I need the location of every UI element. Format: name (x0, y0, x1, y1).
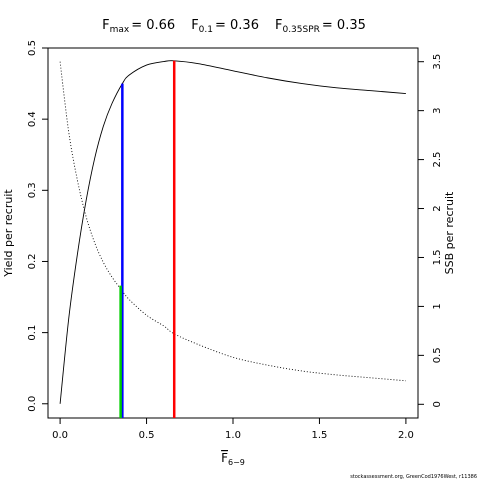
plot-frame (47, 47, 419, 419)
x-tick-label: 1.0 (225, 430, 241, 441)
y-tick-label-right: 3 (432, 107, 443, 113)
x-axis-label: F6−9 (221, 451, 245, 467)
chart-title: Fmax = 0.66 F0.1 = 0.36 F0.35SPR = 0.35 (102, 18, 366, 35)
title-f01-base: F (191, 18, 198, 33)
y-tick-label-right: 1.5 (432, 250, 443, 266)
y-tick-label-left: 0.3 (27, 182, 38, 198)
title-f01-sub: 0.1 (199, 25, 213, 35)
y-tick-label-left: 0.2 (27, 254, 38, 270)
title-fspr-value: = 0.35 (322, 18, 366, 33)
x-tick-label: 1.5 (311, 430, 327, 441)
title-fspr-base: F (275, 18, 282, 33)
footnote: stockassessment.org, GreenCod1976West, r… (350, 474, 477, 480)
title-fmax-sub: max (110, 25, 130, 35)
y-tick-label-left: 0.4 (27, 111, 38, 127)
series-layer (59, 60, 406, 404)
title-fmax-value: = 0.66 (131, 18, 175, 33)
title-fmax-base: F (102, 18, 109, 33)
y-axis-right: 0 0.5 1 1.5 2 2.5 3 3.5 (417, 54, 443, 407)
x-axis-label-base: F (221, 451, 228, 465)
y-axis-left: 0.0 0.1 0.2 0.3 0.4 0.5 (27, 40, 49, 412)
y-tick-label-right: 3.5 (432, 54, 443, 70)
y-tick-label-right: 1 (432, 303, 443, 309)
y-tick-label-left: 0.1 (27, 325, 38, 341)
yield-per-recruit-line (59, 60, 406, 404)
y-axis-label-left: Yield per recruit (2, 189, 15, 278)
x-tick-label: 2.0 (398, 430, 414, 441)
x-axis: 0.0 0.5 1.0 1.5 2.0 (52, 417, 414, 441)
title-f01-value: = 0.36 (215, 18, 259, 33)
y-tick-label-left: 0.0 (27, 396, 38, 412)
y-axis-label-right: SSB per recruit (443, 191, 456, 274)
y-tick-label-right: 0.5 (432, 347, 443, 363)
reference-lines (119, 60, 176, 418)
y-tick-label-right: 0 (432, 401, 443, 407)
x-tick-label: 0.5 (139, 430, 155, 441)
y-tick-label-right: 2.5 (432, 152, 443, 168)
x-axis-label-sub: 6−9 (228, 458, 245, 467)
x-tick-label: 0.0 (52, 430, 68, 441)
title-fspr-sub: 0.35SPR (282, 25, 319, 35)
ssb-per-recruit-line (59, 61, 406, 382)
y-tick-label-left: 0.5 (27, 40, 38, 56)
y-tick-label-right: 2 (432, 205, 443, 211)
